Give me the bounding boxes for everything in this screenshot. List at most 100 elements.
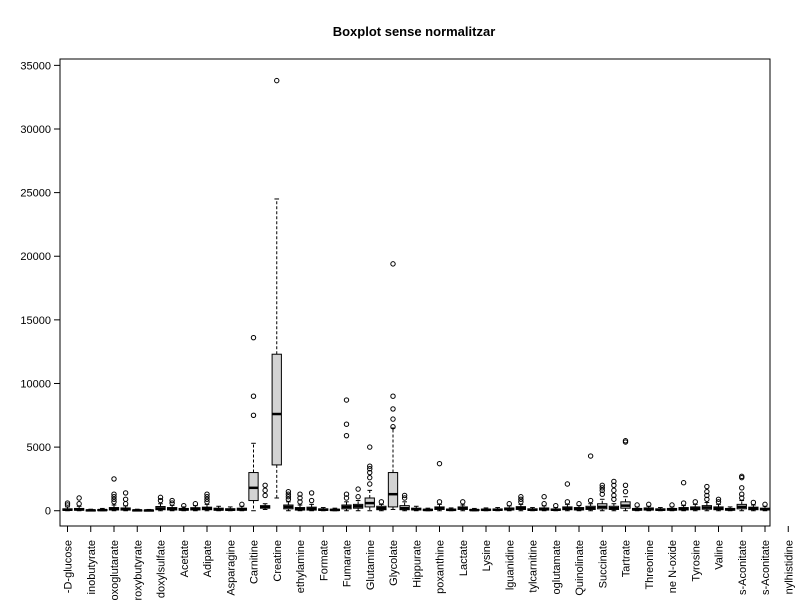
outlier-point [285, 496, 292, 502]
outlier-point [715, 499, 722, 505]
x-tick-label: Asparagine [225, 540, 237, 596]
box-item [85, 508, 96, 512]
outlier-point [250, 393, 257, 399]
box-item [271, 77, 282, 499]
outlier-point [308, 497, 315, 504]
box-item [480, 507, 492, 512]
box-item [457, 499, 468, 512]
box-item [724, 506, 736, 512]
x-tick-label: Valine [714, 540, 726, 570]
outlier-point [343, 495, 350, 501]
x-tick-label: nylhistidine [783, 540, 795, 594]
box-item [655, 507, 666, 512]
outlier-point [564, 481, 571, 487]
box-item [701, 483, 713, 512]
outlier-point [343, 397, 350, 403]
x-tick-label: Carnitine [249, 540, 261, 584]
boxes-layer [62, 77, 771, 512]
box-item [283, 488, 294, 512]
x-tick-label: poxanthine [435, 540, 447, 594]
outlier-point [401, 492, 408, 499]
outlier-point [599, 482, 605, 488]
chart-title: Boxplot sense normalitzar [333, 24, 496, 39]
outlier-point [750, 499, 757, 506]
box-item [236, 501, 248, 512]
x-tick-label: Quinolinate [574, 540, 586, 596]
outlier-point [704, 488, 710, 495]
box-item [538, 494, 550, 512]
outlier-point [111, 476, 117, 482]
outlier-point [599, 491, 605, 497]
outlier-point [436, 499, 443, 505]
outlier-point [297, 495, 303, 501]
outlier-point [250, 412, 257, 418]
outlier-point [285, 488, 292, 495]
outlier-point [111, 499, 117, 505]
box-item [573, 501, 585, 512]
x-tick-label: Threonine [644, 540, 656, 590]
x-tick-label: s-Aconitate [760, 540, 772, 595]
outlier-point [611, 492, 617, 499]
outlier-point [518, 499, 524, 505]
outlier-point [204, 491, 210, 497]
outlier-point [553, 502, 559, 509]
outlier-point [169, 497, 175, 504]
x-tick-label: ne N-oxide [667, 540, 679, 593]
box-item [318, 507, 329, 512]
x-tick-label: oxoglutarate [109, 540, 121, 600]
y-tick-label: 25000 [20, 188, 51, 200]
outlier-point [76, 501, 82, 507]
box-item [120, 490, 131, 512]
outlier-point [611, 496, 617, 502]
outlier-point [343, 421, 350, 427]
box-item [259, 482, 271, 510]
outlier-point [436, 460, 443, 467]
outlier-point [378, 499, 385, 505]
outlier-point [622, 482, 629, 488]
x-tick-label: doxylsulfate [156, 540, 168, 598]
box-item [294, 491, 306, 512]
outlier-point [181, 502, 187, 509]
box-item [411, 505, 422, 512]
x-tick-label: s-Aconitate [737, 540, 749, 595]
box-item [643, 501, 654, 512]
box-item [469, 507, 480, 512]
outlier-point [285, 494, 292, 500]
outlier-point [64, 500, 71, 506]
outlier-point [611, 478, 617, 485]
y-tick-label: 0 [45, 506, 51, 518]
outlier-point [390, 424, 396, 430]
x-tick-label: -D-glucose [63, 540, 75, 593]
y-tick-label: 10000 [20, 378, 51, 390]
box-item [329, 507, 341, 512]
outlier-point [669, 502, 675, 508]
box-item [399, 492, 410, 512]
x-tick-label: Creatine [272, 540, 284, 582]
box-item [504, 501, 515, 512]
outlier-point [355, 486, 361, 492]
box-item [190, 501, 201, 512]
x-tick-label: ethylamine [295, 540, 307, 593]
x-tick-label: Acetate [179, 540, 191, 577]
outlier-point [122, 490, 129, 496]
box-item [225, 506, 236, 512]
outlier-point [367, 481, 373, 487]
outlier-point [704, 496, 710, 502]
box-body [387, 472, 399, 508]
outlier-point [297, 491, 303, 497]
outlier-point [611, 482, 617, 488]
box-item [748, 499, 759, 512]
x-tick-label: roxybutyrate [132, 540, 144, 600]
box-item [736, 473, 747, 512]
outlier-point [204, 494, 210, 500]
box-item [492, 507, 503, 512]
outlier-point [541, 494, 547, 500]
box-item [143, 508, 155, 512]
outlier-point [367, 444, 373, 450]
x-tick-label: Lactate [458, 540, 470, 576]
outlier-point [250, 334, 257, 341]
outlier-point [460, 499, 466, 505]
outlier-point [308, 490, 315, 496]
y-tick-label: 30000 [20, 124, 51, 136]
